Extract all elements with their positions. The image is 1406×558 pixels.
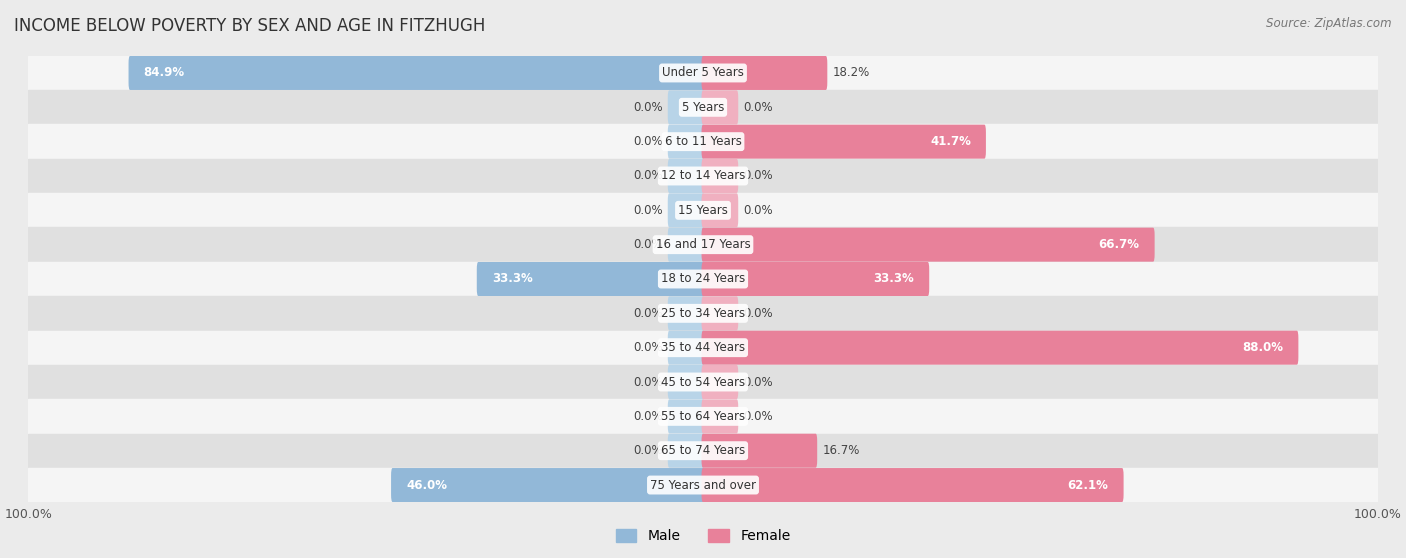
FancyBboxPatch shape <box>668 124 704 158</box>
Text: 0.0%: 0.0% <box>633 307 662 320</box>
Text: 0.0%: 0.0% <box>633 204 662 217</box>
Text: 75 Years and over: 75 Years and over <box>650 479 756 492</box>
Text: 65 to 74 Years: 65 to 74 Years <box>661 444 745 457</box>
Text: 0.0%: 0.0% <box>633 170 662 182</box>
Text: 5 Years: 5 Years <box>682 101 724 114</box>
FancyBboxPatch shape <box>668 331 704 365</box>
FancyBboxPatch shape <box>702 468 1123 502</box>
Text: 0.0%: 0.0% <box>744 376 773 388</box>
Bar <box>28 434 1378 468</box>
Text: 0.0%: 0.0% <box>744 307 773 320</box>
Text: 0.0%: 0.0% <box>744 204 773 217</box>
Text: 0.0%: 0.0% <box>633 410 662 423</box>
Text: 0.0%: 0.0% <box>744 410 773 423</box>
FancyBboxPatch shape <box>702 159 738 193</box>
Bar <box>28 330 1378 365</box>
Text: 0.0%: 0.0% <box>633 341 662 354</box>
Text: INCOME BELOW POVERTY BY SEX AND AGE IN FITZHUGH: INCOME BELOW POVERTY BY SEX AND AGE IN F… <box>14 17 485 35</box>
FancyBboxPatch shape <box>391 468 704 502</box>
Text: 0.0%: 0.0% <box>633 135 662 148</box>
FancyBboxPatch shape <box>702 400 738 434</box>
Legend: Male, Female: Male, Female <box>610 524 796 549</box>
FancyBboxPatch shape <box>668 434 704 468</box>
Text: 6 to 11 Years: 6 to 11 Years <box>665 135 741 148</box>
FancyBboxPatch shape <box>668 400 704 434</box>
FancyBboxPatch shape <box>668 365 704 399</box>
Text: 0.0%: 0.0% <box>744 170 773 182</box>
Text: 41.7%: 41.7% <box>929 135 972 148</box>
FancyBboxPatch shape <box>668 228 704 262</box>
Text: 15 Years: 15 Years <box>678 204 728 217</box>
Text: 33.3%: 33.3% <box>492 272 533 286</box>
Text: 33.3%: 33.3% <box>873 272 914 286</box>
Text: 62.1%: 62.1% <box>1067 479 1108 492</box>
Text: 16.7%: 16.7% <box>823 444 860 457</box>
Text: 0.0%: 0.0% <box>633 376 662 388</box>
Text: 16 and 17 Years: 16 and 17 Years <box>655 238 751 251</box>
FancyBboxPatch shape <box>702 365 738 399</box>
Bar <box>28 124 1378 159</box>
Bar <box>28 296 1378 330</box>
FancyBboxPatch shape <box>128 56 704 90</box>
FancyBboxPatch shape <box>702 90 738 124</box>
FancyBboxPatch shape <box>702 193 738 227</box>
FancyBboxPatch shape <box>668 296 704 330</box>
Text: 55 to 64 Years: 55 to 64 Years <box>661 410 745 423</box>
FancyBboxPatch shape <box>702 228 1154 262</box>
Text: 88.0%: 88.0% <box>1243 341 1284 354</box>
FancyBboxPatch shape <box>702 434 817 468</box>
Bar <box>28 365 1378 399</box>
FancyBboxPatch shape <box>668 90 704 124</box>
Bar <box>28 90 1378 124</box>
Text: 0.0%: 0.0% <box>633 238 662 251</box>
FancyBboxPatch shape <box>702 296 738 330</box>
Text: 35 to 44 Years: 35 to 44 Years <box>661 341 745 354</box>
Bar <box>28 193 1378 228</box>
Text: 46.0%: 46.0% <box>406 479 447 492</box>
FancyBboxPatch shape <box>668 193 704 227</box>
FancyBboxPatch shape <box>702 124 986 158</box>
Text: 66.7%: 66.7% <box>1098 238 1140 251</box>
Bar <box>28 228 1378 262</box>
Bar <box>28 56 1378 90</box>
Bar <box>28 468 1378 502</box>
FancyBboxPatch shape <box>477 262 704 296</box>
Bar <box>28 399 1378 434</box>
FancyBboxPatch shape <box>702 262 929 296</box>
Text: 0.0%: 0.0% <box>633 444 662 457</box>
FancyBboxPatch shape <box>702 56 827 90</box>
Text: 18.2%: 18.2% <box>832 66 870 79</box>
Text: 0.0%: 0.0% <box>744 101 773 114</box>
Text: Source: ZipAtlas.com: Source: ZipAtlas.com <box>1267 17 1392 30</box>
Text: 12 to 14 Years: 12 to 14 Years <box>661 170 745 182</box>
Text: 0.0%: 0.0% <box>633 101 662 114</box>
Text: 18 to 24 Years: 18 to 24 Years <box>661 272 745 286</box>
Text: 25 to 34 Years: 25 to 34 Years <box>661 307 745 320</box>
Text: 45 to 54 Years: 45 to 54 Years <box>661 376 745 388</box>
Bar <box>28 262 1378 296</box>
Bar <box>28 159 1378 193</box>
Text: Under 5 Years: Under 5 Years <box>662 66 744 79</box>
FancyBboxPatch shape <box>702 331 1298 365</box>
FancyBboxPatch shape <box>668 159 704 193</box>
Text: 84.9%: 84.9% <box>143 66 184 79</box>
